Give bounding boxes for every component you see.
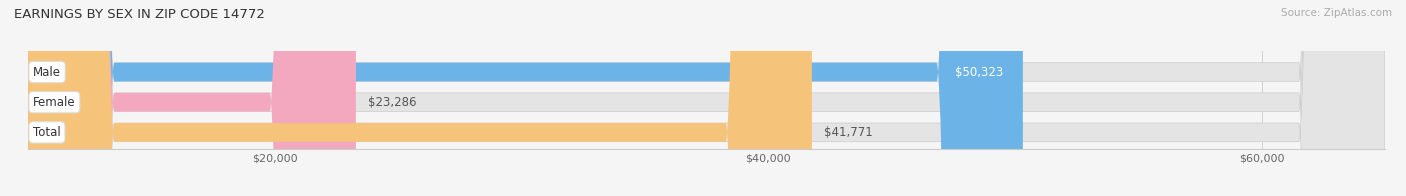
FancyBboxPatch shape: [28, 0, 1022, 196]
Text: $50,323: $50,323: [955, 66, 1002, 79]
Text: $23,286: $23,286: [368, 96, 416, 109]
FancyBboxPatch shape: [28, 0, 1385, 196]
FancyBboxPatch shape: [28, 0, 356, 196]
FancyBboxPatch shape: [28, 0, 1385, 196]
Text: Total: Total: [34, 126, 60, 139]
FancyBboxPatch shape: [28, 0, 1385, 196]
Text: Male: Male: [34, 66, 60, 79]
Text: EARNINGS BY SEX IN ZIP CODE 14772: EARNINGS BY SEX IN ZIP CODE 14772: [14, 8, 264, 21]
FancyBboxPatch shape: [28, 0, 811, 196]
Text: Source: ZipAtlas.com: Source: ZipAtlas.com: [1281, 8, 1392, 18]
Text: Female: Female: [34, 96, 76, 109]
Text: $41,771: $41,771: [824, 126, 873, 139]
